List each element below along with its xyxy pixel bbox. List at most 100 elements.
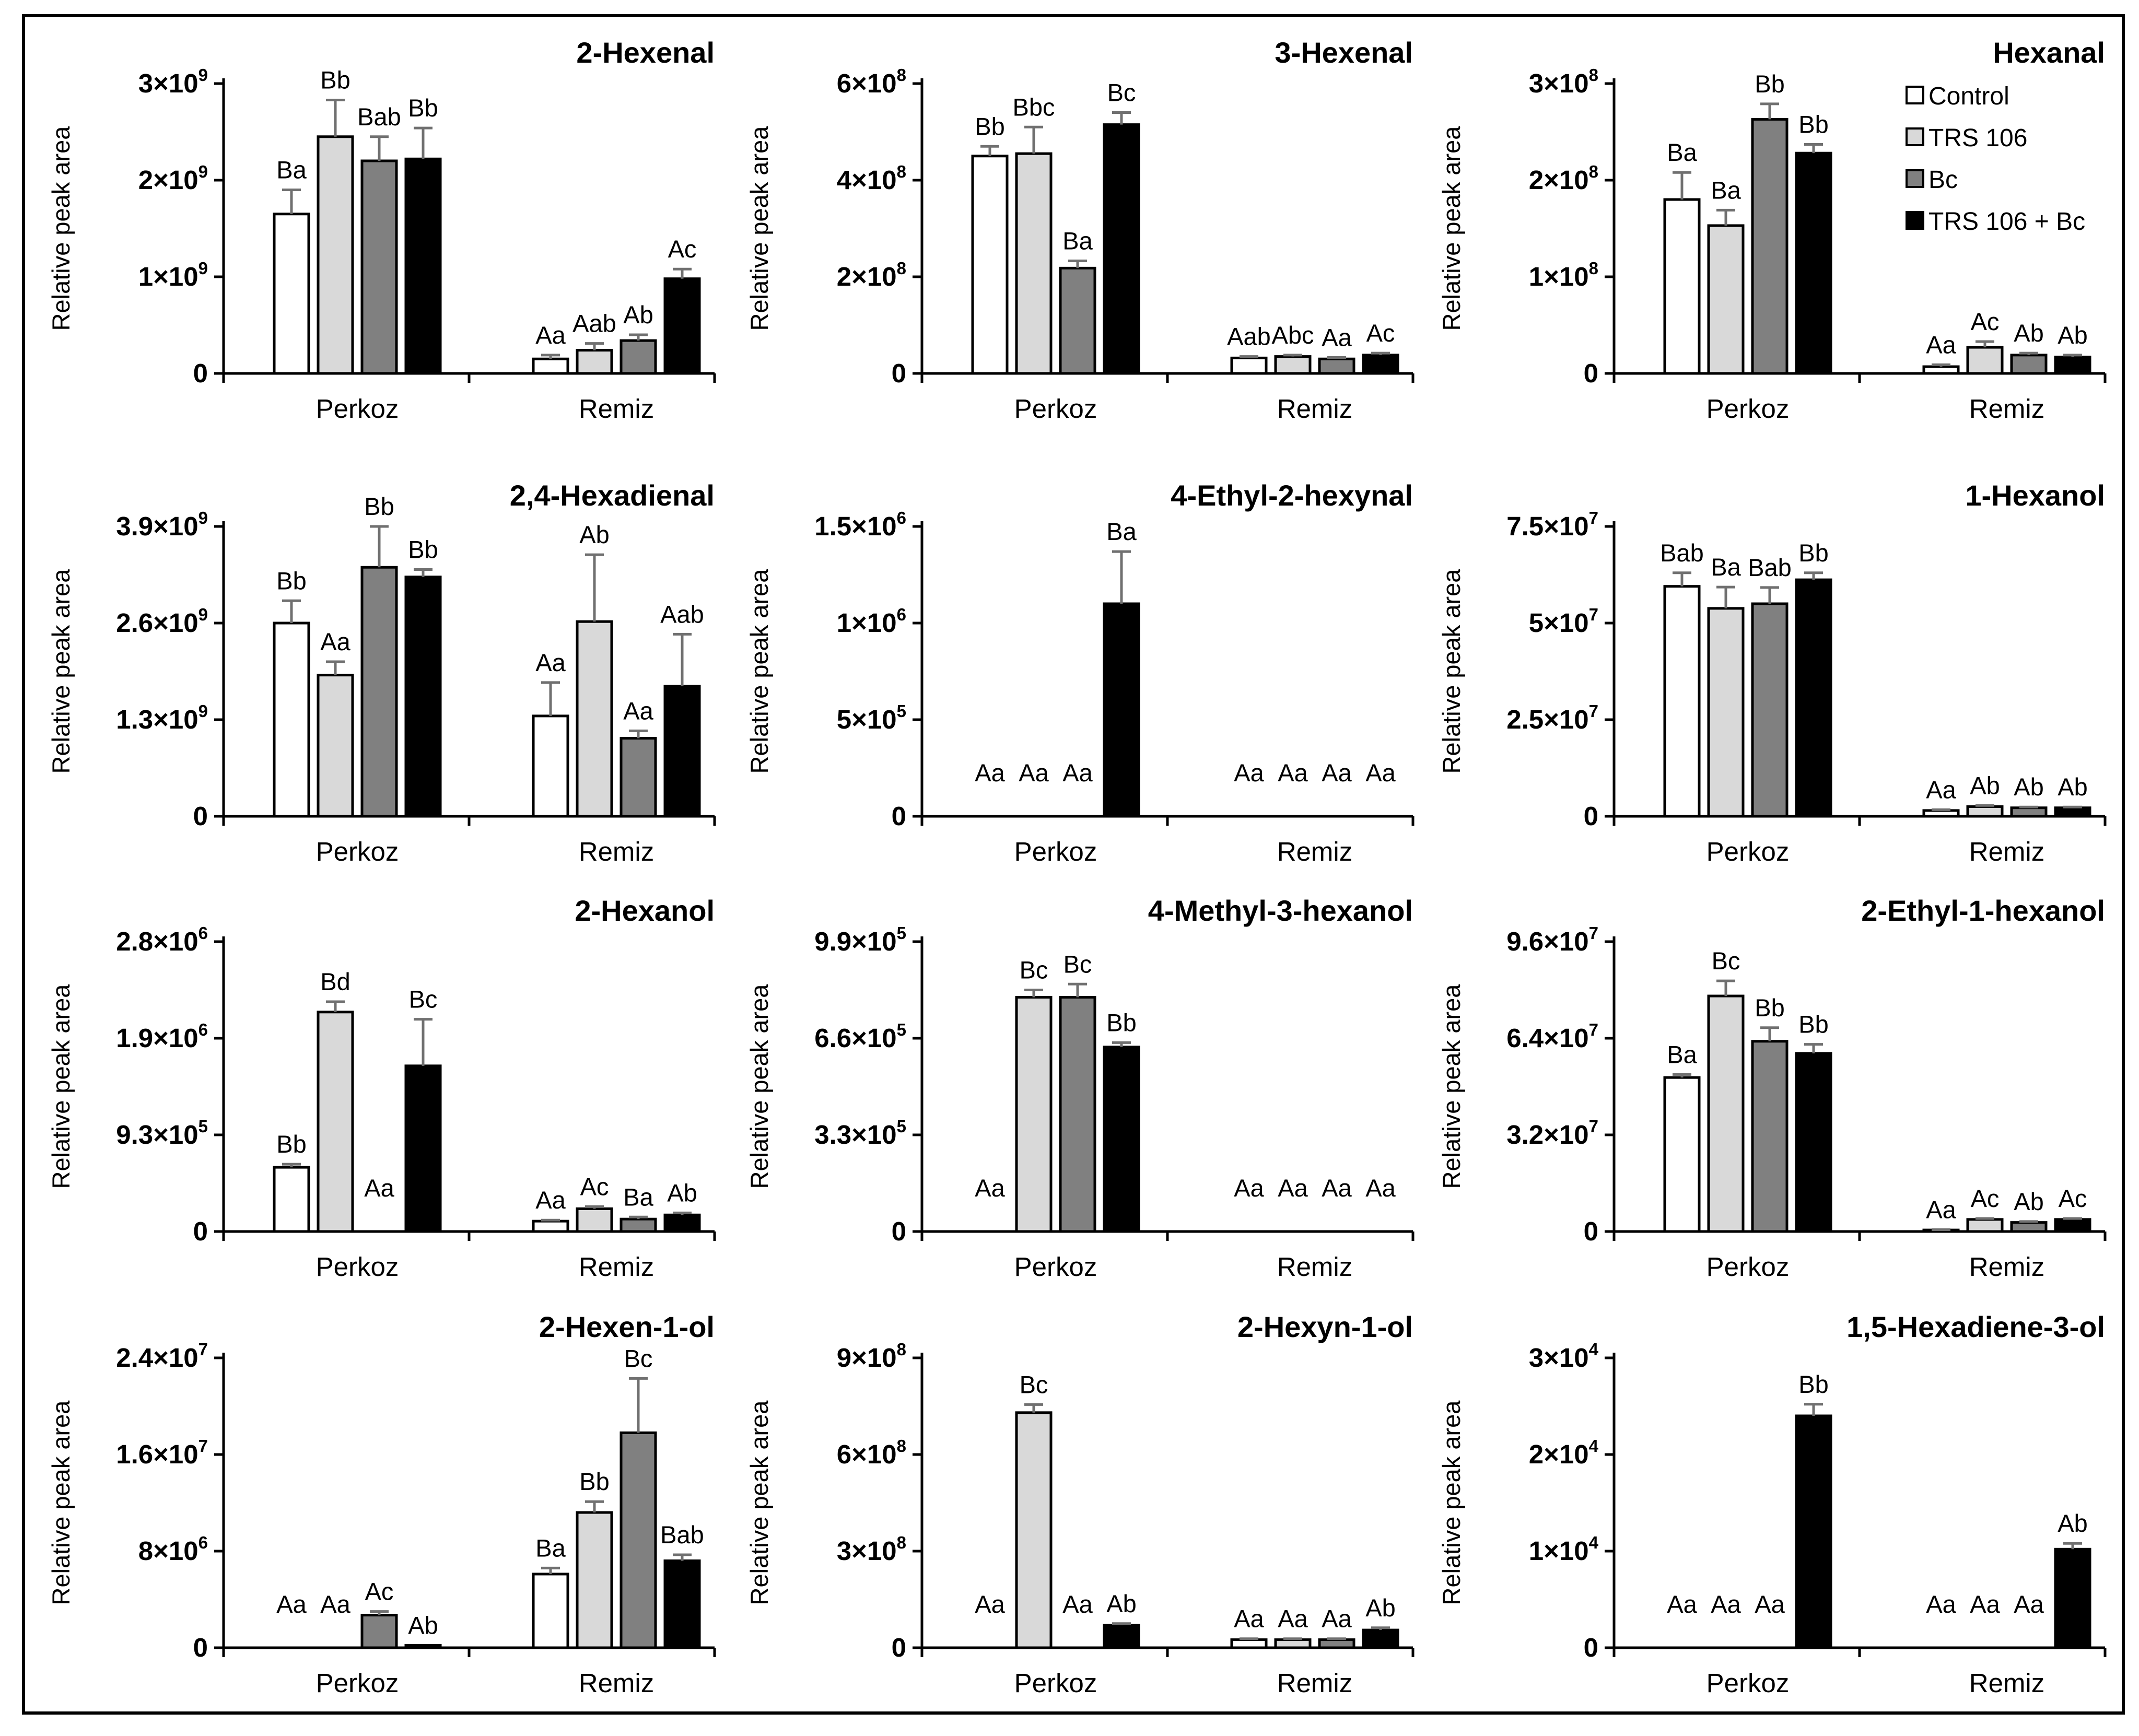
bar: [360, 566, 398, 818]
y-axis-label: Relative peak area: [1437, 984, 1465, 1189]
significance-label: Bb: [1106, 1008, 1137, 1036]
bar: [1795, 1052, 1832, 1233]
significance-label: Ab: [2058, 773, 2088, 801]
y-axis-label: Relative peak area: [1437, 569, 1465, 774]
bar: [532, 357, 569, 375]
category-label: Perkoz: [1014, 837, 1097, 866]
bar: [317, 674, 354, 818]
significance-label: Ba: [1106, 518, 1137, 545]
bar: [576, 1511, 613, 1649]
y-tick-label: 1.6×107: [116, 1436, 208, 1469]
significance-label: Bb: [1798, 1011, 1829, 1038]
bar: [1707, 994, 1745, 1233]
bar: [317, 1011, 354, 1233]
y-tick-label: 6.4×107: [1506, 1020, 1598, 1053]
y-tick-label: 7.5×107: [1506, 508, 1598, 541]
significance-label: Aa: [1322, 1605, 1352, 1633]
bar: [1059, 266, 1096, 375]
bar: [663, 1559, 701, 1649]
bar: [663, 1213, 701, 1233]
significance-label: Bb: [1798, 539, 1829, 567]
bar: [1103, 123, 1140, 375]
bar: [663, 277, 701, 375]
significance-label: Bab: [1748, 554, 1792, 581]
significance-label: Aab: [660, 600, 704, 628]
y-axis-label: Relative peak area: [47, 1400, 75, 1605]
bar: [1059, 996, 1096, 1233]
significance-label: Bb: [320, 66, 350, 93]
bar: [404, 1644, 442, 1649]
category-label: Remiz: [1277, 837, 1353, 866]
legend: Control TRS 106 Bc TRS 106 + Bc: [1906, 83, 2085, 236]
significance-label: Aa: [1278, 1174, 1308, 1202]
y-tick-label: 2×109: [138, 162, 208, 195]
significance-label: Ba: [1667, 138, 1697, 166]
bar: [1318, 357, 1355, 375]
y-axis-label: Relative peak area: [1437, 126, 1465, 331]
significance-label: Bb: [276, 567, 307, 594]
y-tick-label: 1.3×109: [116, 701, 208, 734]
y-tick-label: 0: [892, 1633, 906, 1662]
significance-label: Ab: [667, 1179, 697, 1206]
y-axis-label: Relative peak area: [47, 569, 75, 774]
panel-7: 4-Methyl-3-hexanol Relative peak area 0 3.3…: [745, 894, 1415, 1282]
significance-label: Aa: [975, 1590, 1005, 1618]
y-axis-label: Relative peak area: [745, 126, 773, 331]
significance-label: Ab: [2058, 321, 2088, 349]
bar: [1922, 809, 1960, 818]
significance-label: Aa: [1278, 759, 1308, 787]
significance-label: Aa: [1926, 1196, 1956, 1224]
category-label: Remiz: [579, 1252, 654, 1282]
category-label: Perkoz: [316, 1252, 399, 1282]
bar: [532, 1573, 569, 1649]
significance-label: Ba: [1062, 227, 1093, 254]
bar: [1795, 578, 1832, 818]
y-tick-label: 0: [1584, 1216, 1598, 1246]
legend-label: TRS 106: [1928, 124, 2027, 152]
y-tick-label: 5×105: [837, 701, 906, 734]
significance-label: Ba: [1711, 176, 1741, 204]
y-axis-label: Relative peak area: [745, 569, 773, 774]
category-label: Perkoz: [1014, 1252, 1097, 1282]
y-tick-label: 6.6×105: [814, 1020, 906, 1053]
bar: [1103, 1624, 1140, 1649]
y-tick-label: 3×108: [1529, 65, 1598, 98]
bar: [1103, 1046, 1140, 1233]
legend-label: Control: [1928, 83, 2009, 110]
panel-2: Hexanal Relative peak area 0 1×108 2×108 3×10…: [1437, 36, 2107, 424]
panel-title: 3-Hexenal: [1275, 36, 1413, 69]
bar: [2054, 806, 2091, 818]
y-tick-label: 2.5×107: [1506, 701, 1598, 734]
y-tick-label: 1×108: [1529, 259, 1598, 291]
significance-label: Aa: [975, 759, 1005, 787]
y-tick-label: 8×106: [138, 1533, 208, 1566]
significance-label: Aa: [623, 697, 653, 724]
panel-title: 2-Hexenal: [576, 36, 715, 69]
y-tick-label: 3.2×107: [1506, 1117, 1598, 1149]
significance-label: Ba: [1711, 553, 1741, 581]
significance-label: Bbc: [1013, 93, 1055, 121]
panel-3: 2,4-Hexadienal Relative peak area 0 1.3×109…: [47, 479, 716, 866]
bar: [2054, 1218, 2091, 1233]
y-tick-label: 0: [193, 1216, 208, 1246]
significance-label: Bb: [408, 536, 438, 564]
bar: [620, 1217, 657, 1233]
significance-label: Aa: [2014, 1590, 2044, 1618]
significance-label: Aa: [1322, 1174, 1352, 1202]
bar: [273, 621, 310, 818]
bar: [620, 339, 657, 375]
significance-label: Aa: [1234, 1174, 1264, 1202]
y-tick-label: 3×109: [138, 65, 208, 98]
significance-label: Ac: [668, 235, 697, 263]
bar: [1966, 1218, 2004, 1233]
significance-label: Aa: [535, 1186, 566, 1214]
category-label: Remiz: [579, 837, 654, 866]
significance-label: Abc: [1272, 321, 1314, 349]
y-tick-label: 1×104: [1529, 1533, 1599, 1566]
bar: [1274, 355, 1312, 375]
category-label: Remiz: [1277, 394, 1353, 424]
significance-label: Aa: [975, 1174, 1005, 1202]
significance-label: Bab: [357, 103, 401, 131]
bar: [576, 620, 613, 818]
bar: [1015, 152, 1053, 375]
